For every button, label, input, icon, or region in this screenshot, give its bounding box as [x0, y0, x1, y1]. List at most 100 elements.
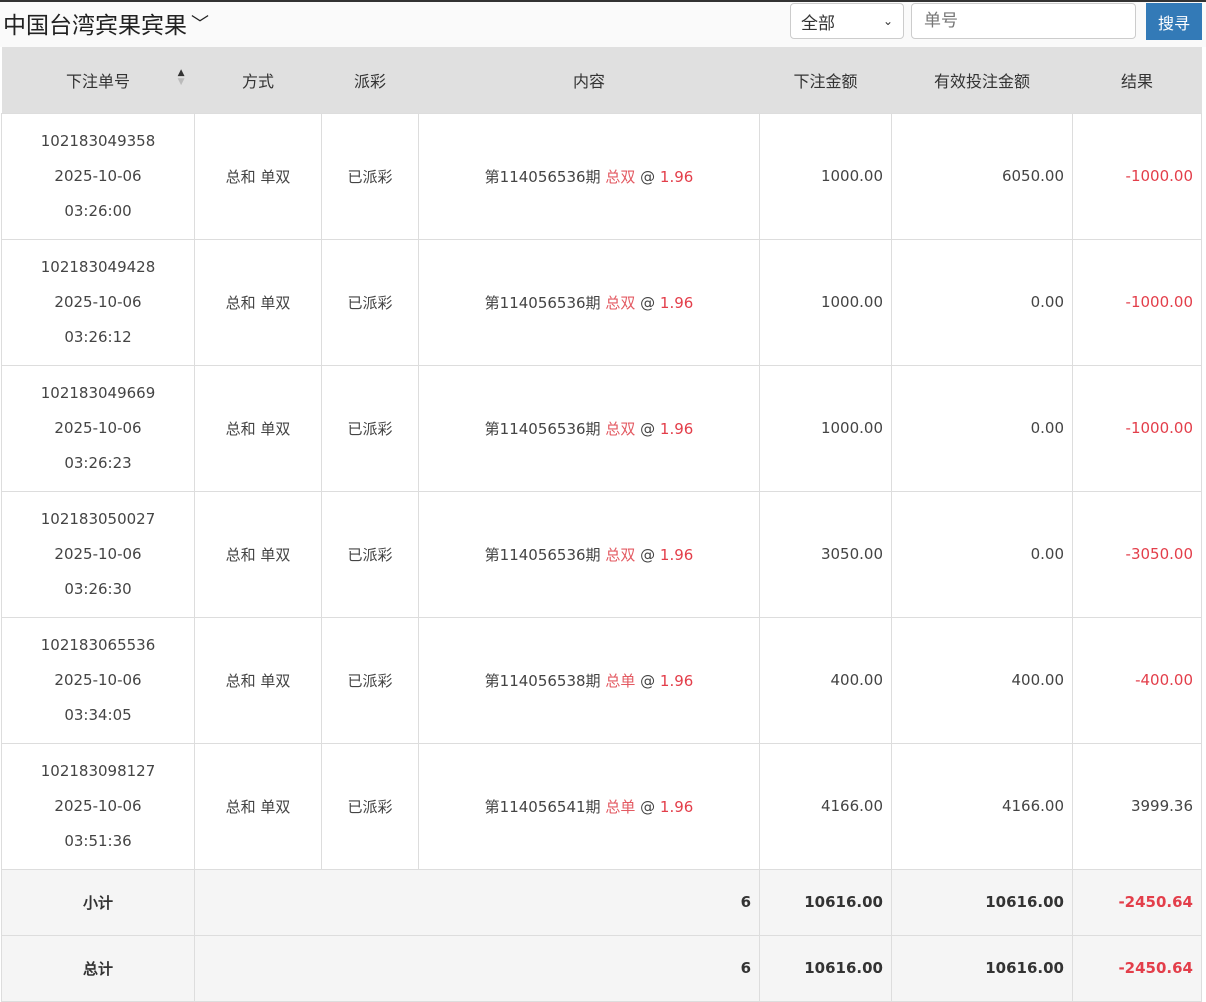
order-number-input[interactable]	[911, 3, 1136, 39]
order-date: 2025-10-06	[54, 418, 142, 437]
amount-cell: 1000.00	[759, 364, 892, 492]
at-sign: @	[640, 671, 656, 690]
table-row: 102183049358 2025-10-06 03:26:00 总和 单双 已派彩…	[1, 112, 1202, 240]
result-cell: -1000.00	[1072, 238, 1202, 366]
subtotal-row: 小计 6 10616.00 10616.00 -2450.64	[1, 868, 1202, 936]
method-cell: 总和 单双	[194, 112, 322, 240]
valid-amount-cell: 0.00	[891, 490, 1073, 618]
order-cell: 102183049358 2025-10-06 03:26:00	[1, 112, 195, 240]
odds: 1.96	[659, 671, 694, 690]
status-cell: 已派彩	[321, 490, 419, 618]
method-cell: 总和 单双	[194, 238, 322, 366]
status-cell: 已派彩	[321, 112, 419, 240]
content-cell: 第114056538期 总单 @ 1.96	[418, 616, 760, 744]
pick: 总双	[605, 293, 636, 312]
column-label: 有效投注金额	[933, 71, 1030, 91]
column-label: 结果	[1120, 71, 1153, 91]
sort-icon[interactable]: ▲ ▼	[177, 68, 185, 87]
order-time: 03:26:12	[64, 327, 132, 346]
valid-amount-cell: 6050.00	[891, 112, 1073, 240]
column-label: 内容	[572, 71, 605, 91]
subtotal-amount: 10616.00	[759, 868, 892, 936]
column-header: 内容	[418, 47, 760, 113]
order-date: 2025-10-06	[54, 166, 142, 185]
period: 第114056536期	[484, 293, 601, 312]
column-label: 方式	[241, 71, 274, 91]
result-cell: -3050.00	[1072, 490, 1202, 618]
total-result: -2450.64	[1072, 934, 1202, 1002]
order-time: 03:26:00	[64, 201, 132, 220]
order-date: 2025-10-06	[54, 292, 142, 311]
status-filter-select[interactable]: 全部 ⌄	[790, 3, 904, 39]
chevron-down-icon: ﹀	[191, 14, 209, 35]
odds: 1.96	[659, 545, 694, 564]
content-cell: 第114056536期 总双 @ 1.96	[418, 364, 760, 492]
order-id: 102183049358	[40, 131, 156, 150]
pick: 总单	[605, 797, 636, 816]
content-cell: 第114056541期 总单 @ 1.96	[418, 742, 760, 870]
subtotal-count: 6	[194, 868, 760, 936]
total-valid: 10616.00	[891, 934, 1073, 1002]
amount-cell: 1000.00	[759, 112, 892, 240]
content-cell: 第114056536期 总双 @ 1.96	[418, 490, 760, 618]
status-cell: 已派彩	[321, 742, 419, 870]
table-row: 102183098127 2025-10-06 03:51:36 总和 单双 已派彩…	[1, 742, 1202, 870]
amount-cell: 3050.00	[759, 490, 892, 618]
at-sign: @	[640, 293, 656, 312]
order-time: 03:34:05	[64, 705, 132, 724]
pick: 总双	[605, 545, 636, 564]
total-amount: 10616.00	[759, 934, 892, 1002]
column-header: 方式	[194, 47, 322, 113]
table-row: 102183049428 2025-10-06 03:26:12 总和 单双 已派彩…	[1, 238, 1202, 366]
valid-amount-cell: 400.00	[891, 616, 1073, 744]
order-cell: 102183049669 2025-10-06 03:26:23	[1, 364, 195, 492]
column-header: 有效投注金额	[891, 47, 1073, 113]
column-header: 派彩	[321, 47, 419, 113]
amount-cell: 1000.00	[759, 238, 892, 366]
method-cell: 总和 单双	[194, 490, 322, 618]
result-cell: -1000.00	[1072, 364, 1202, 492]
at-sign: @	[640, 797, 656, 816]
at-sign: @	[640, 167, 656, 186]
order-id: 102183049669	[40, 383, 156, 402]
valid-amount-cell: 0.00	[891, 364, 1073, 492]
method-cell: 总和 单双	[194, 742, 322, 870]
order-cell: 102183050027 2025-10-06 03:26:30	[1, 490, 195, 618]
odds: 1.96	[659, 797, 694, 816]
column-header[interactable]: 下注单号 ▲ ▼	[1, 47, 195, 113]
column-header: 下注金额	[759, 47, 892, 113]
period: 第114056536期	[484, 419, 601, 438]
filter-value: 全部	[801, 13, 835, 34]
table-row: 102183065536 2025-10-06 03:34:05 总和 单双 已派彩…	[1, 616, 1202, 744]
valid-amount-cell: 4166.00	[891, 742, 1073, 870]
column-label: 下注金额	[793, 71, 858, 91]
status-cell: 已派彩	[321, 238, 419, 366]
amount-cell: 400.00	[759, 616, 892, 744]
valid-amount-cell: 0.00	[891, 238, 1073, 366]
order-date: 2025-10-06	[54, 796, 142, 815]
pick: 总双	[605, 167, 636, 186]
column-label: 派彩	[353, 71, 386, 91]
period: 第114056541期	[484, 797, 601, 816]
game-selector[interactable]: 中国台湾宾果宾果 ﹀	[3, 6, 209, 40]
pick: 总双	[605, 419, 636, 438]
order-date: 2025-10-06	[54, 670, 142, 689]
period: 第114056536期	[484, 545, 601, 564]
result-cell: 3999.36	[1072, 742, 1202, 870]
order-time: 03:26:30	[64, 579, 132, 598]
result-cell: -1000.00	[1072, 112, 1202, 240]
order-time: 03:51:36	[64, 831, 132, 850]
status-cell: 已派彩	[321, 616, 419, 744]
order-id: 102183098127	[40, 761, 156, 780]
order-cell: 102183065536 2025-10-06 03:34:05	[1, 616, 195, 744]
odds: 1.96	[659, 167, 694, 186]
total-label: 总计	[1, 934, 195, 1002]
column-header: 结果	[1072, 47, 1202, 113]
order-time: 03:26:23	[64, 453, 132, 472]
search-button[interactable]: 搜寻	[1146, 3, 1202, 40]
column-label: 下注单号	[65, 71, 130, 91]
order-cell: 102183098127 2025-10-06 03:51:36	[1, 742, 195, 870]
table-row: 102183049669 2025-10-06 03:26:23 总和 单双 已派彩…	[1, 364, 1202, 492]
content-cell: 第114056536期 总双 @ 1.96	[418, 238, 760, 366]
order-date: 2025-10-06	[54, 544, 142, 563]
